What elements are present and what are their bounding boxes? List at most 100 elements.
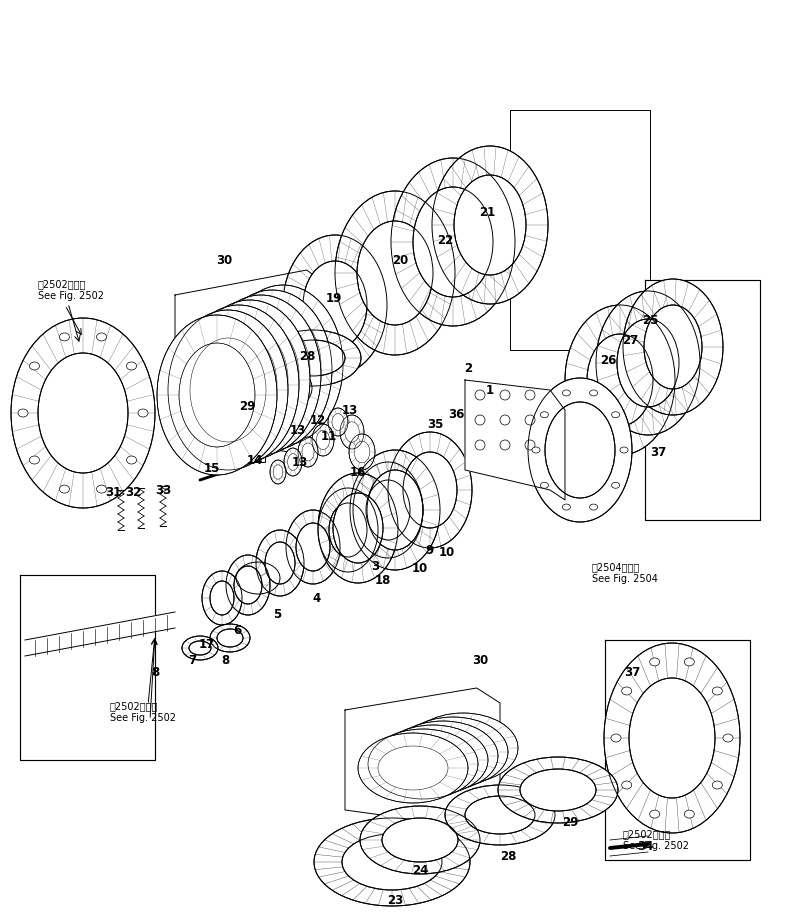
- Text: 第2502図参照
See Fig. 2502: 第2502図参照 See Fig. 2502: [38, 279, 104, 301]
- Ellipse shape: [11, 318, 155, 508]
- Text: 29: 29: [562, 816, 579, 830]
- Text: 27: 27: [622, 333, 638, 347]
- Ellipse shape: [367, 470, 423, 550]
- Text: 33: 33: [155, 483, 171, 497]
- Text: 5: 5: [273, 608, 281, 620]
- Ellipse shape: [273, 465, 283, 479]
- Ellipse shape: [190, 300, 310, 460]
- Ellipse shape: [620, 447, 628, 453]
- Ellipse shape: [712, 781, 722, 789]
- Ellipse shape: [283, 235, 387, 375]
- Ellipse shape: [316, 430, 330, 449]
- Polygon shape: [20, 575, 155, 760]
- Text: 28: 28: [500, 849, 517, 863]
- Text: 30: 30: [216, 254, 232, 267]
- Bar: [245, 450, 265, 462]
- Ellipse shape: [126, 456, 137, 464]
- Ellipse shape: [189, 641, 211, 655]
- Text: 28: 28: [299, 350, 316, 362]
- Ellipse shape: [545, 402, 615, 498]
- Ellipse shape: [712, 687, 722, 695]
- Ellipse shape: [342, 834, 442, 890]
- Ellipse shape: [388, 432, 472, 548]
- Text: 13: 13: [292, 457, 309, 469]
- Ellipse shape: [685, 658, 694, 666]
- Ellipse shape: [179, 343, 255, 447]
- Text: 11: 11: [321, 430, 337, 444]
- Ellipse shape: [97, 485, 107, 493]
- Ellipse shape: [318, 488, 378, 572]
- Text: 25: 25: [642, 314, 658, 327]
- Ellipse shape: [212, 328, 288, 432]
- Text: 9: 9: [426, 544, 434, 556]
- Ellipse shape: [723, 734, 733, 742]
- Ellipse shape: [391, 158, 515, 326]
- Ellipse shape: [335, 191, 455, 355]
- Ellipse shape: [388, 721, 498, 791]
- Ellipse shape: [286, 510, 340, 584]
- Ellipse shape: [345, 422, 360, 442]
- Ellipse shape: [287, 454, 298, 470]
- Text: 8: 8: [151, 665, 159, 679]
- Ellipse shape: [650, 810, 659, 818]
- Ellipse shape: [354, 441, 370, 463]
- Ellipse shape: [465, 796, 535, 834]
- Ellipse shape: [587, 334, 653, 426]
- Polygon shape: [345, 688, 500, 828]
- Ellipse shape: [30, 362, 39, 370]
- Text: 26: 26: [600, 353, 616, 367]
- Ellipse shape: [622, 687, 632, 695]
- Ellipse shape: [378, 746, 448, 790]
- Ellipse shape: [168, 310, 288, 470]
- Ellipse shape: [190, 338, 266, 442]
- Text: 20: 20: [392, 253, 408, 266]
- Ellipse shape: [368, 729, 478, 799]
- Ellipse shape: [498, 757, 618, 823]
- Ellipse shape: [201, 333, 277, 437]
- Ellipse shape: [388, 742, 458, 786]
- Ellipse shape: [60, 485, 69, 493]
- Text: 29: 29: [239, 401, 255, 414]
- Ellipse shape: [418, 730, 488, 774]
- Ellipse shape: [650, 658, 659, 666]
- Text: 10: 10: [412, 562, 428, 575]
- Ellipse shape: [302, 443, 314, 461]
- Ellipse shape: [604, 643, 740, 833]
- Ellipse shape: [562, 390, 571, 396]
- Ellipse shape: [138, 409, 148, 417]
- Text: 2: 2: [464, 361, 472, 374]
- Ellipse shape: [234, 318, 310, 422]
- Ellipse shape: [328, 408, 348, 436]
- Ellipse shape: [408, 734, 478, 778]
- Ellipse shape: [226, 555, 270, 615]
- Text: 35: 35: [427, 418, 444, 432]
- Ellipse shape: [428, 726, 498, 770]
- Ellipse shape: [318, 473, 398, 583]
- Polygon shape: [465, 380, 565, 500]
- Text: 1: 1: [486, 383, 494, 396]
- Text: 14: 14: [246, 454, 263, 467]
- Ellipse shape: [349, 434, 375, 470]
- Ellipse shape: [565, 305, 675, 455]
- Ellipse shape: [520, 769, 596, 811]
- Text: 16: 16: [350, 466, 366, 479]
- Ellipse shape: [622, 781, 632, 789]
- Ellipse shape: [296, 523, 330, 571]
- Text: 3: 3: [371, 561, 379, 574]
- Ellipse shape: [210, 624, 250, 652]
- Ellipse shape: [208, 358, 312, 418]
- Text: 37: 37: [650, 446, 666, 458]
- Ellipse shape: [217, 629, 243, 647]
- Ellipse shape: [398, 717, 508, 787]
- Text: 36: 36: [447, 407, 464, 421]
- Text: 第2504図参照
See Fig. 2504: 第2504図参照 See Fig. 2504: [592, 562, 658, 584]
- Ellipse shape: [454, 175, 526, 275]
- Ellipse shape: [18, 409, 28, 417]
- Ellipse shape: [333, 493, 383, 563]
- Ellipse shape: [270, 460, 286, 484]
- Ellipse shape: [540, 482, 549, 489]
- Ellipse shape: [623, 279, 723, 415]
- Ellipse shape: [528, 378, 632, 522]
- Ellipse shape: [126, 362, 137, 370]
- Text: 4: 4: [313, 591, 321, 605]
